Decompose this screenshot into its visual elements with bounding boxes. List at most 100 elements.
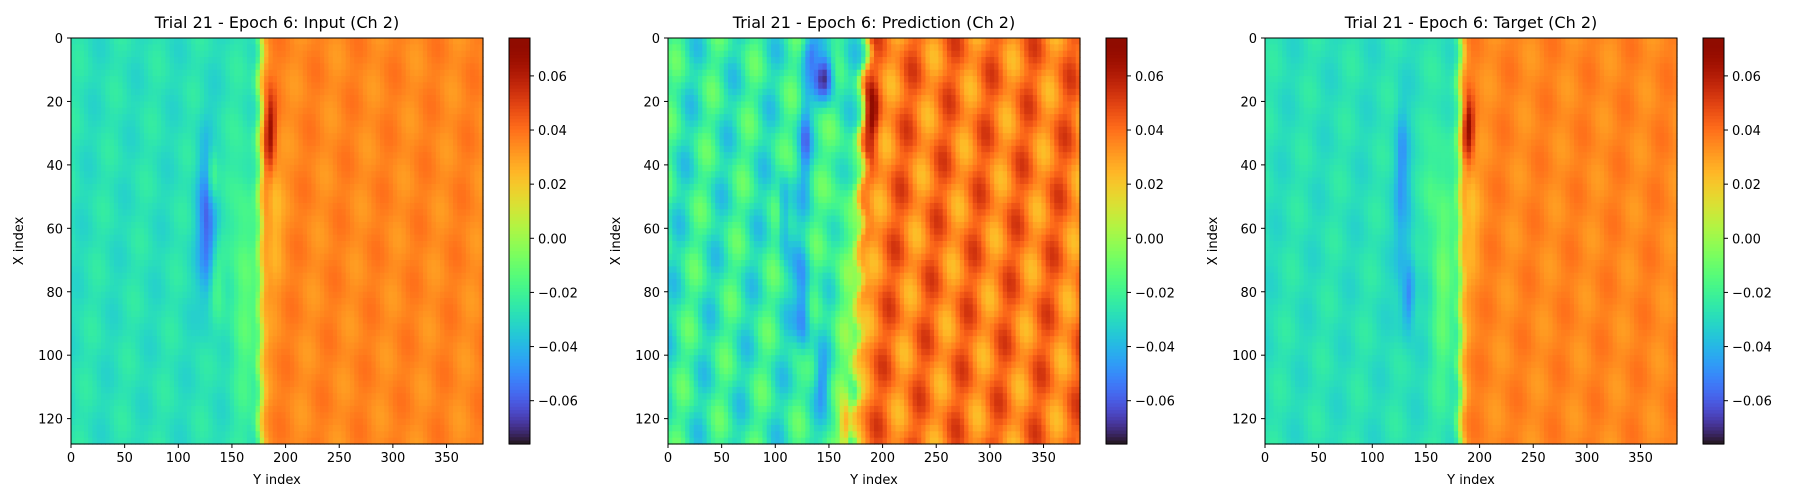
heatmap-cell — [440, 310, 445, 318]
heatmap-cell — [161, 260, 167, 267]
heatmap-cell — [337, 228, 342, 236]
heatmap-cell — [169, 101, 175, 109]
heatmap-cell — [465, 317, 471, 325]
heatmap-cell — [328, 50, 334, 58]
heatmap-cell — [96, 336, 102, 344]
heatmap-cell — [362, 38, 368, 45]
heatmap-cell — [422, 164, 428, 172]
heatmap-cell — [216, 342, 222, 350]
heatmap-cell — [311, 234, 317, 242]
heatmap-cell — [195, 266, 201, 274]
heatmap-cell — [414, 228, 420, 236]
heatmap-cell — [204, 101, 209, 109]
heatmap-cell — [79, 44, 85, 52]
heatmap-cell — [272, 57, 278, 64]
heatmap-cell — [272, 298, 278, 306]
heatmap-cell — [431, 317, 437, 325]
heatmap-cell — [156, 50, 162, 58]
heatmap-cell — [311, 139, 317, 147]
heatmap-cell — [212, 215, 218, 223]
heatmap-cell — [354, 152, 360, 160]
heatmap-cell — [461, 57, 467, 64]
heatmap-cell — [315, 291, 321, 299]
heatmap-cell — [191, 152, 197, 160]
heatmap-cell — [319, 253, 325, 261]
heatmap-cell — [186, 221, 192, 229]
heatmap-cell — [79, 76, 85, 83]
heatmap-cell — [397, 253, 403, 261]
heatmap-cell — [105, 310, 111, 318]
heatmap-cell — [216, 171, 222, 179]
heatmap-cell — [341, 329, 347, 337]
heatmap-cell — [225, 310, 231, 318]
heatmap-cell — [105, 317, 111, 325]
heatmap-cell — [384, 88, 390, 96]
heatmap-cell — [255, 336, 261, 344]
heatmap-cell — [294, 348, 300, 356]
heatmap-cell — [298, 120, 304, 128]
heatmap-cell — [264, 133, 270, 141]
heatmap-cell — [182, 279, 188, 286]
heatmap-cell — [135, 114, 141, 122]
heatmap-cell — [311, 158, 317, 166]
heatmap-cell — [83, 298, 89, 306]
heatmap-cell — [281, 234, 287, 242]
heatmap-cell — [143, 247, 149, 255]
heatmap-cell — [474, 95, 480, 103]
heatmap-cell — [221, 76, 227, 83]
heatmap-cell — [435, 145, 441, 153]
heatmap-cell — [182, 247, 188, 255]
heatmap-cell — [212, 114, 218, 122]
heatmap-cell — [216, 355, 222, 363]
heatmap-cell — [354, 241, 360, 248]
heatmap-cell — [126, 361, 132, 369]
heatmap-cell — [225, 145, 231, 153]
heatmap-cell — [324, 63, 330, 71]
heatmap-cell — [148, 247, 154, 255]
heatmap-cell — [88, 361, 94, 369]
heatmap-cell — [139, 183, 145, 191]
heatmap-cell — [165, 76, 171, 83]
heatmap-cell — [101, 241, 106, 248]
heatmap-cell — [281, 304, 287, 312]
heatmap-cell — [277, 215, 282, 223]
heatmap-cell — [294, 88, 300, 96]
heatmap-cell — [195, 361, 201, 369]
heatmap-cell — [174, 234, 179, 242]
heatmap-cell — [264, 158, 270, 166]
heatmap-cell — [165, 95, 171, 103]
heatmap-cell — [367, 145, 373, 153]
heatmap-cell — [470, 69, 476, 77]
heatmap-cell — [397, 215, 403, 223]
heatmap-cell — [152, 114, 158, 122]
heatmap-cell — [268, 234, 274, 242]
heatmap-cell — [324, 361, 330, 369]
heatmap-cell — [135, 285, 141, 293]
heatmap-cell — [88, 107, 94, 115]
heatmap-cell — [375, 63, 381, 71]
heatmap-cell — [452, 63, 458, 71]
heatmap-cell — [238, 63, 244, 71]
heatmap-cell — [444, 139, 450, 147]
heatmap-cell — [255, 260, 261, 267]
heatmap-cell — [444, 145, 450, 153]
heatmap-cell — [362, 171, 368, 179]
heatmap-cell — [277, 342, 282, 350]
heatmap-cell — [311, 215, 317, 223]
heatmap-cell — [388, 107, 394, 115]
heatmap-cell — [88, 145, 94, 153]
heatmap-cell — [178, 145, 184, 153]
heatmap-cell — [315, 329, 321, 337]
heatmap-cell — [461, 107, 467, 115]
heatmap-cell — [431, 158, 437, 166]
heatmap-cell — [388, 279, 394, 286]
heatmap-cell — [169, 241, 175, 248]
heatmap-cell — [118, 95, 124, 103]
heatmap-cell — [478, 298, 484, 306]
heatmap-cell — [186, 253, 192, 261]
heatmap-cell — [238, 69, 244, 77]
heatmap-cell — [375, 291, 381, 299]
heatmap-cell — [324, 190, 330, 198]
heatmap-cell — [380, 253, 385, 261]
heatmap-cell — [289, 120, 295, 128]
